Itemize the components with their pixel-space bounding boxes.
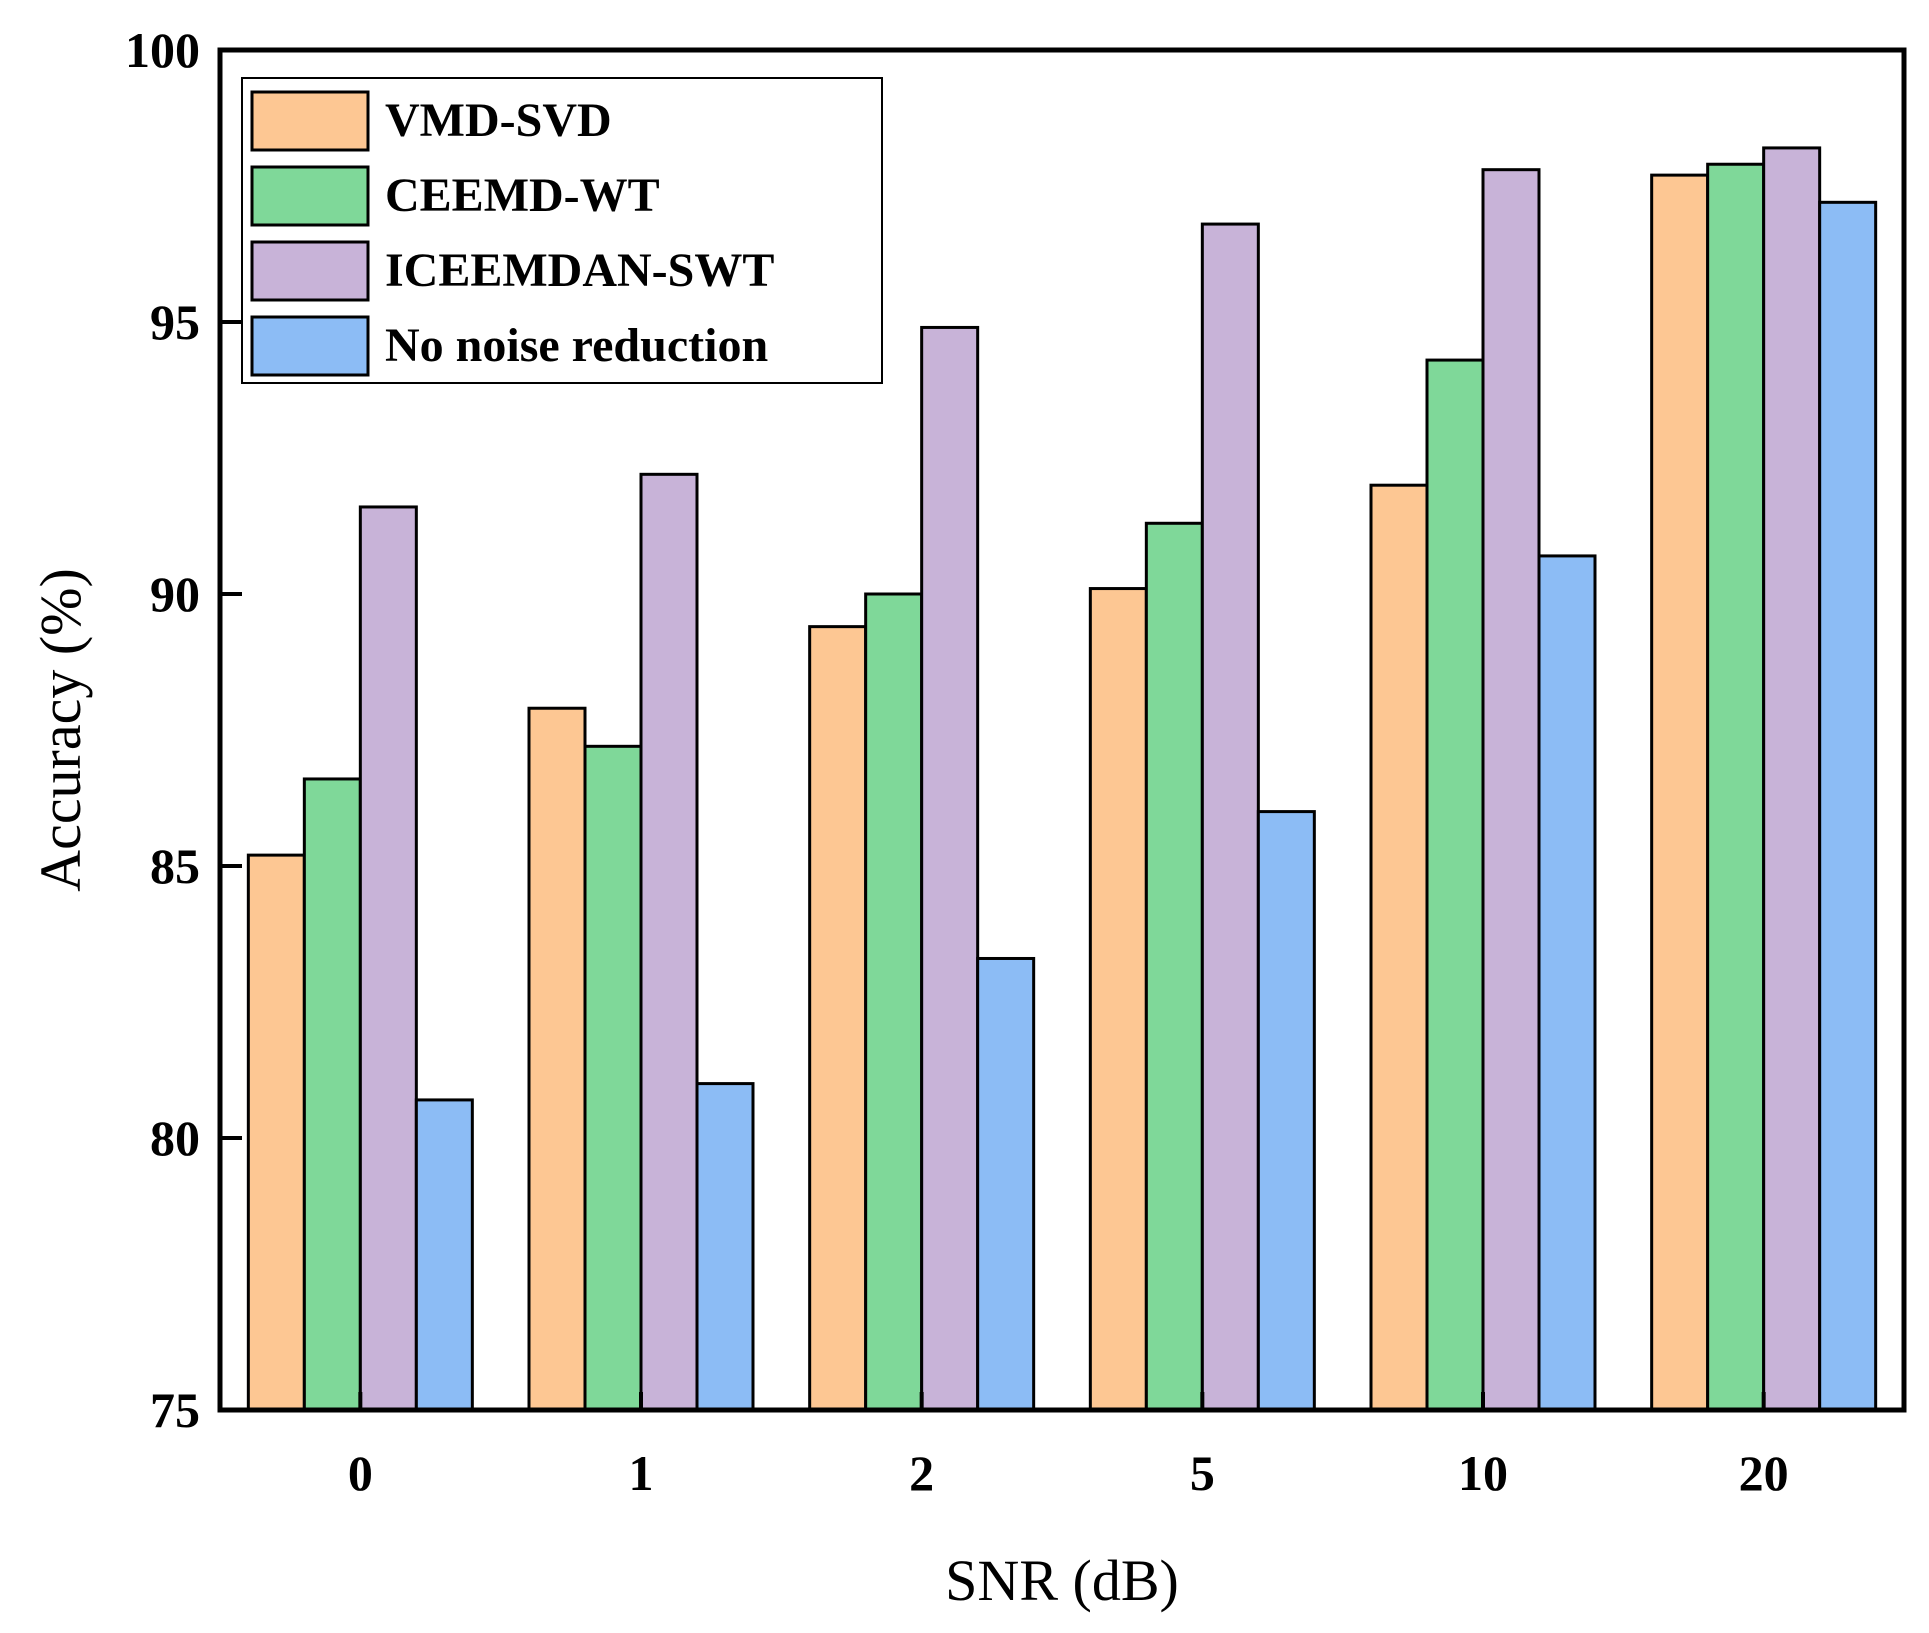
bar-vmd-svd-snr-1: [527, 706, 587, 1412]
legend-swatch-no-noise-reduction: [250, 315, 370, 377]
bar-vmd-svd-snr-10: [1369, 483, 1429, 1412]
x-tick-label: 20: [1739, 1445, 1789, 1501]
bar-no-noise-reduction-snr-1: [695, 1082, 755, 1412]
bar-no-noise-reduction-snr-10: [1537, 554, 1597, 1412]
y-tick-label: 85: [150, 838, 200, 894]
legend-swatch-iceemdan-swt: [250, 240, 370, 302]
x-tick-label: 5: [1190, 1445, 1215, 1501]
legend-label: CEEMD-WT: [385, 169, 660, 222]
x-tick-label: 0: [348, 1445, 373, 1501]
x-tick-label: 10: [1458, 1445, 1508, 1501]
bar-no-noise-reduction-snr-2: [976, 956, 1036, 1412]
bar-ceemd-wt-snr-5: [1144, 521, 1204, 1412]
y-tick-label: 80: [150, 1110, 200, 1166]
y-tick-label: 95: [150, 294, 200, 350]
bars-layer: [246, 146, 1878, 1412]
legend: VMD-SVD CEEMD-WT ICEEMDAN-SWT No noise redu…: [241, 77, 883, 384]
legend-swatch-ceemd-wt: [250, 165, 370, 227]
y-axis-title: Accuracy (%): [28, 568, 93, 892]
bar-vmd-svd-snr-0: [246, 853, 306, 1412]
bar-ceemd-wt-snr-0: [302, 777, 362, 1412]
bar-iceemdan-swt-snr-10: [1481, 168, 1541, 1412]
legend-label: No noise reduction: [385, 319, 768, 372]
legend-swatch-vmd-svd: [250, 90, 370, 152]
x-axis: 0 1 2 5 10 20: [348, 1392, 1789, 1501]
bar-vmd-svd-snr-20: [1650, 173, 1710, 1412]
bar-no-noise-reduction-snr-0: [414, 1098, 474, 1412]
legend-label: ICEEMDAN-SWT: [385, 244, 774, 297]
x-tick-label: 1: [629, 1445, 654, 1501]
plot-frame: [217, 47, 1907, 1413]
bar-iceemdan-swt-snr-2: [920, 325, 980, 1412]
bar-ceemd-wt-snr-20: [1706, 162, 1766, 1412]
bar-vmd-svd-snr-2: [808, 625, 868, 1412]
bar-iceemdan-swt-snr-0: [358, 505, 418, 1412]
bar-no-noise-reduction-snr-5: [1256, 810, 1316, 1412]
bar-ceemd-wt-snr-10: [1425, 358, 1485, 1412]
y-tick-label: 75: [150, 1382, 200, 1438]
bar-iceemdan-swt-snr-5: [1200, 222, 1260, 1412]
x-tick-label: 2: [909, 1445, 934, 1501]
bar-iceemdan-swt-snr-1: [639, 472, 699, 1412]
legend-label: VMD-SVD: [385, 94, 612, 147]
bar-iceemdan-swt-snr-20: [1762, 146, 1822, 1412]
bar-vmd-svd-snr-5: [1088, 587, 1148, 1412]
y-axis: 75 80 85 90 95 100: [125, 22, 242, 1438]
y-tick-label: 90: [150, 566, 200, 622]
x-axis-title: SNR (dB): [945, 1548, 1179, 1613]
bar-ceemd-wt-snr-2: [864, 592, 924, 1412]
y-tick-label: 100: [125, 22, 200, 78]
bar-ceemd-wt-snr-1: [583, 744, 643, 1412]
bar-no-noise-reduction-snr-20: [1818, 200, 1878, 1412]
